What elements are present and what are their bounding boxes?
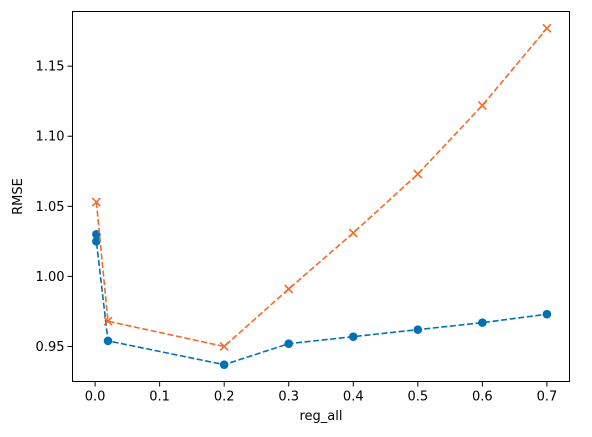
x-tick-label: 0.3	[278, 390, 299, 405]
y-tick-label: 1.10	[36, 130, 65, 145]
series-1-point	[478, 318, 487, 327]
y-axis-label: RMSE	[11, 178, 26, 215]
series-1-point	[542, 309, 552, 319]
x-tick-label: 0.2	[214, 390, 235, 405]
plot-frame	[72, 11, 570, 382]
x-marker-stroke	[219, 341, 229, 352]
series-2-point	[542, 23, 552, 33]
x-marker-stroke	[284, 284, 294, 294]
x-axis: 0.0 0.1 0.2 0.3 0.4 0.5 0.6 0.7	[85, 381, 558, 405]
x-tick-label: 0.7	[537, 390, 558, 405]
x-tick-label: 0.4	[343, 390, 364, 405]
series-1-point	[92, 237, 101, 246]
series-2-point	[103, 316, 113, 326]
series-1-point	[413, 325, 423, 334]
series-1-point	[348, 332, 358, 341]
series-1-point	[103, 336, 113, 346]
series-layer	[91, 23, 552, 369]
series-2-point	[284, 284, 294, 294]
x-tick-label: 0.5	[407, 390, 428, 405]
x-marker-stroke	[413, 169, 423, 179]
series-2-point	[91, 197, 101, 207]
series-2-line	[95, 27, 548, 348]
x-marker-stroke	[542, 23, 552, 33]
x-marker-stroke	[103, 316, 113, 326]
series-2-point	[348, 228, 358, 238]
series-1-line	[95, 234, 548, 366]
series-2-point	[413, 169, 423, 179]
x-tick-label: 0.6	[472, 390, 493, 405]
x-marker-stroke	[477, 100, 487, 110]
series-2-point	[219, 341, 229, 352]
x-marker-stroke	[91, 197, 101, 207]
y-tick-label: 1.00	[36, 270, 65, 285]
series-1-point	[284, 339, 294, 348]
x-axis-label: reg_all	[300, 409, 343, 424]
y-tick-label: 1.15	[36, 60, 65, 75]
y-axis: 0.95 1.00 1.05 1.10 1.15	[36, 60, 73, 355]
x-tick-label: 0.1	[149, 390, 170, 405]
y-tick-label: 0.95	[36, 340, 65, 355]
x-tick-label: 0.0	[85, 390, 106, 405]
series-2-point	[477, 100, 487, 110]
y-tick-label: 1.05	[36, 200, 65, 215]
x-marker-stroke	[348, 228, 358, 238]
series-1-point	[219, 360, 229, 369]
